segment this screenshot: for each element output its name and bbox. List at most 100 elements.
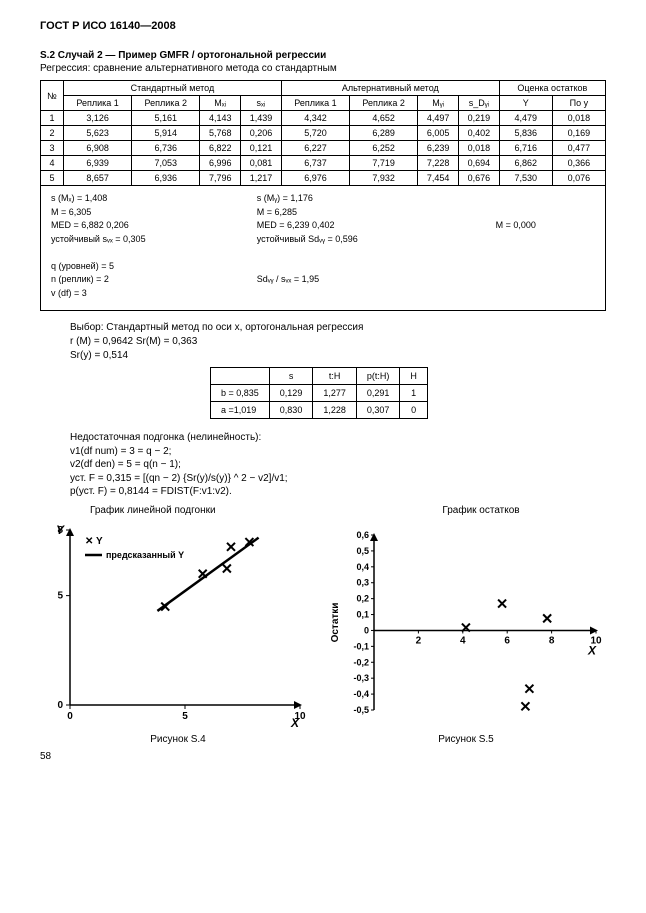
table-cell: 0,081 — [241, 156, 282, 171]
table-cell: 6,862 — [499, 156, 552, 171]
svg-text:2: 2 — [416, 635, 422, 646]
table-cell: 6,005 — [418, 126, 459, 141]
table-header: Реплика 2 — [350, 96, 418, 111]
table-header: Y — [499, 96, 552, 111]
stats-block: s (Mₓ) = 1,408 M = 6,305 MED = 6,882 0,2… — [40, 186, 606, 311]
table-cell: 7,530 — [499, 171, 552, 186]
svg-text:0,1: 0,1 — [356, 609, 369, 619]
stats-left: s (Mₓ) = 1,408 M = 6,305 MED = 6,882 0,2… — [51, 192, 217, 300]
table-cell: 7,796 — [200, 171, 241, 186]
svg-text:8: 8 — [549, 635, 555, 646]
table-cell: 4,652 — [350, 111, 418, 126]
residuals-chart: -0,5-0,4-0,3-0,2-0,100,10,20,30,40,50,62… — [326, 520, 606, 730]
table-cell: 0 — [400, 402, 428, 419]
table-cell: 6,252 — [350, 141, 418, 156]
table-cell: 6,227 — [281, 141, 349, 156]
svg-text:X: X — [290, 716, 300, 730]
table-cell: 0,830 — [269, 402, 313, 419]
table-cell: 5,836 — [499, 126, 552, 141]
table-cell: 5,720 — [281, 126, 349, 141]
table-cell: 1,277 — [313, 385, 357, 402]
table-cell: 0,121 — [241, 141, 282, 156]
table-cell: 6,289 — [350, 126, 418, 141]
coef-table: st:Hp(t:H)H b = 0,8350,1291,2770,2911a =… — [210, 367, 428, 419]
stats-mid: s (Mᵧ) = 1,176 M = 6,285 MED = 6,239 0,4… — [257, 192, 456, 300]
svg-text:0,2: 0,2 — [356, 593, 369, 603]
table-cell: 6,996 — [200, 156, 241, 171]
svg-text:0,3: 0,3 — [356, 577, 369, 587]
table-cell: 0,694 — [458, 156, 499, 171]
table-cell: 0,076 — [552, 171, 605, 186]
table-cell: 4,479 — [499, 111, 552, 126]
table-cell: 5,768 — [200, 126, 241, 141]
table-cell: 5,161 — [132, 111, 200, 126]
table-cell: 1,228 — [313, 402, 357, 419]
svg-text:0,6: 0,6 — [356, 530, 369, 540]
table-cell: 6,976 — [281, 171, 349, 186]
col-no: № — [41, 81, 64, 111]
table-cell: 3 — [41, 141, 64, 156]
table-cell: 6,239 — [418, 141, 459, 156]
table-cell: 6,736 — [132, 141, 200, 156]
table-cell: 0,402 — [458, 126, 499, 141]
table-cell: 7,454 — [418, 171, 459, 186]
line-fit-chart: 0510058XY✕ Yпредсказанный Y — [40, 520, 310, 730]
table-header: sₓᵢ — [241, 96, 282, 111]
svg-text:0: 0 — [364, 625, 369, 635]
table-header: По y — [552, 96, 605, 111]
table-cell: 0,477 — [552, 141, 605, 156]
table-cell: 6,822 — [200, 141, 241, 156]
section-title: S.2 Случай 2 — Пример GMFR / ортогональн… — [40, 50, 606, 61]
table-header: p(t:H) — [356, 368, 400, 385]
table-cell: 0,018 — [458, 141, 499, 156]
table-cell: 8,657 — [63, 171, 131, 186]
table-header — [211, 368, 270, 385]
table-cell: 6,939 — [63, 156, 131, 171]
table-cell: 5,623 — [63, 126, 131, 141]
table-cell: 0,018 — [552, 111, 605, 126]
svg-text:-0,5: -0,5 — [353, 705, 369, 715]
table-cell: 7,228 — [418, 156, 459, 171]
table-header: H — [400, 368, 428, 385]
table-cell: 1,217 — [241, 171, 282, 186]
table-header: s_Dᵧᵢ — [458, 96, 499, 111]
group-alt: Альтернативный метод — [281, 81, 499, 96]
charts-row: График линейной подгонки 0510058XY✕ Yпре… — [40, 505, 606, 745]
table-cell: 4,143 — [200, 111, 241, 126]
svg-text:4: 4 — [460, 635, 466, 646]
table-cell: 0,291 — [356, 385, 400, 402]
fit-block: Недостаточная подгонка (нелинейность): v… — [70, 431, 606, 499]
table-cell: 6,716 — [499, 141, 552, 156]
svg-text:6: 6 — [504, 635, 510, 646]
svg-text:0,5: 0,5 — [356, 545, 369, 555]
group-standard: Стандартный метод — [63, 81, 281, 96]
table-cell: 0,307 — [356, 402, 400, 419]
svg-text:0: 0 — [67, 711, 73, 722]
table-cell: 1 — [41, 111, 64, 126]
section-subtitle: Регрессия: сравнение альтернативного мет… — [40, 63, 606, 74]
table-cell: 0,206 — [241, 126, 282, 141]
table-cell: b = 0,835 — [211, 385, 270, 402]
table-header: Реплика 2 — [132, 96, 200, 111]
chart1-caption: Рисунок S.4 — [40, 734, 316, 745]
table-cell: 6,936 — [132, 171, 200, 186]
svg-text:-0,4: -0,4 — [353, 689, 369, 699]
table-header: Mₓᵢ — [200, 96, 241, 111]
svg-text:X: X — [587, 643, 597, 657]
table-cell: 1 — [400, 385, 428, 402]
svg-text:-0,1: -0,1 — [353, 641, 369, 651]
doc-header: ГОСТ Р ИСО 16140—2008 — [40, 20, 606, 32]
choice-block: Выбор: Стандартный метод по оси x, ортог… — [70, 321, 606, 363]
table-cell: 7,932 — [350, 171, 418, 186]
table-cell: 2 — [41, 126, 64, 141]
table-header: s — [269, 368, 313, 385]
table-cell: 1,439 — [241, 111, 282, 126]
svg-text:-0,3: -0,3 — [353, 673, 369, 683]
svg-text:0,4: 0,4 — [356, 561, 369, 571]
table-cell: 6,908 — [63, 141, 131, 156]
svg-text:5: 5 — [182, 711, 188, 722]
table-cell: 5 — [41, 171, 64, 186]
main-data-table: № Стандартный метод Альтернативный метод… — [40, 80, 606, 186]
chart2-title: График остатков — [356, 505, 606, 516]
chart2-caption: Рисунок S.5 — [326, 734, 606, 745]
